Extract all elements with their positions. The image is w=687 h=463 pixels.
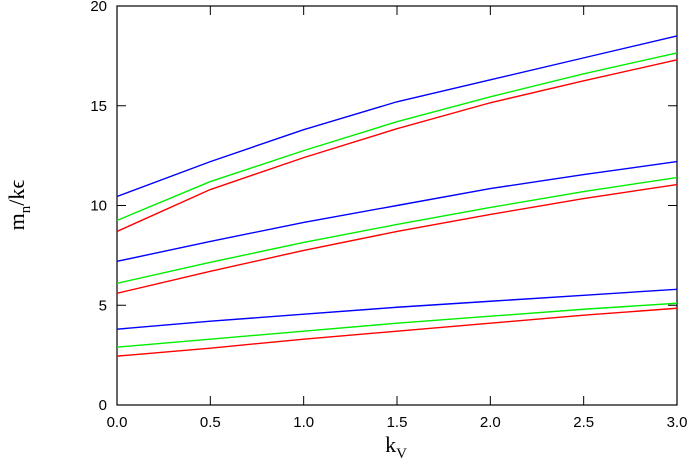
series-line [116,35,678,198]
y-label-rest: /kϵ [4,180,29,206]
x-tick-label: 3.0 [667,414,687,431]
series-line [116,302,678,348]
x-label-sub: V [396,446,407,462]
x-tick-label: 0.0 [107,414,128,431]
x-tick-label: 2.5 [573,414,594,431]
x-tick-label: 1.0 [293,414,314,431]
x-tick-label: 2.0 [480,414,501,431]
y-tick-label: 0 [99,397,107,414]
series-line [116,59,678,233]
series-line [116,176,678,284]
x-tick-label: 0.5 [200,414,221,431]
series-line [116,307,678,357]
series-line [116,160,678,263]
series-line [116,183,678,294]
y-axis-label: mn/kϵ [4,180,34,231]
series-line [116,52,678,222]
y-label-sub: n [18,205,34,213]
x-label-main: k [385,432,396,457]
x-axis-label: kV [385,432,407,462]
y-label-main: m [4,213,29,230]
y-tick-label: 5 [99,297,107,314]
x-tick-label: 1.5 [387,414,408,431]
y-tick-label: 15 [90,98,107,115]
y-tick-label: 20 [90,0,107,15]
y-tick-label: 10 [90,198,107,215]
series-line [116,288,678,330]
